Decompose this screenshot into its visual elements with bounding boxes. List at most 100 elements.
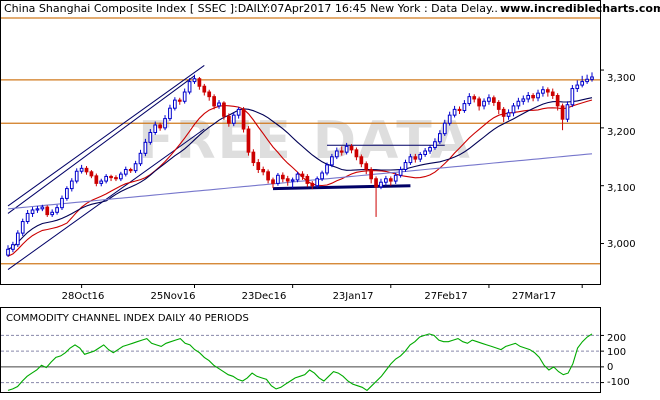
candle-body	[168, 107, 172, 120]
candle	[580, 75, 585, 88]
moving-average-ma_long	[7, 153, 593, 210]
candle	[565, 101, 570, 123]
candle	[119, 171, 123, 182]
candle-body	[403, 162, 408, 171]
candle	[202, 83, 207, 96]
candle-body	[163, 118, 167, 129]
moving-average-ma_mid	[7, 97, 593, 250]
candle	[511, 103, 516, 117]
candle-body	[202, 85, 207, 93]
candle	[11, 241, 15, 253]
candle	[555, 93, 560, 111]
candle	[482, 98, 486, 110]
candle	[374, 176, 378, 217]
candle-body	[315, 178, 320, 187]
candle-body	[6, 248, 10, 256]
candle	[89, 170, 94, 179]
candle	[393, 172, 398, 184]
candle-body	[536, 92, 540, 99]
candle	[148, 129, 153, 145]
candle	[177, 97, 182, 105]
candle-body	[177, 99, 182, 102]
candle-body	[467, 96, 472, 105]
price-panel-frame	[0, 0, 601, 285]
candle-body	[477, 98, 481, 107]
candle	[192, 74, 197, 84]
candle-body	[330, 156, 334, 166]
candle	[163, 115, 167, 131]
candle-body	[40, 206, 45, 210]
candle-body	[109, 175, 113, 179]
candle	[462, 100, 467, 113]
candle-body	[192, 78, 197, 83]
moving-average-ma_short	[7, 99, 593, 257]
horizontal-levels	[1, 17, 600, 265]
candle	[60, 195, 64, 210]
candle-body	[511, 105, 516, 114]
x-tick-label: 23Jan17	[333, 291, 374, 302]
cci-y-tick-label: 0	[607, 362, 613, 373]
candle-body	[114, 177, 118, 180]
candle	[305, 174, 310, 187]
candle	[408, 153, 413, 165]
candle	[104, 174, 109, 184]
candle	[398, 166, 403, 178]
candle	[197, 76, 202, 90]
candle-body	[550, 91, 555, 96]
channel-upper-line	[7, 65, 205, 207]
candle	[271, 177, 275, 189]
candle-body	[173, 99, 177, 109]
candle	[128, 167, 133, 173]
candle	[403, 159, 408, 172]
candle	[300, 171, 305, 180]
candle	[467, 93, 472, 106]
candle	[50, 209, 55, 217]
candle-body	[295, 173, 300, 181]
candle	[506, 109, 511, 120]
candle	[143, 138, 148, 157]
x-tick-label: 28Oct16	[62, 291, 105, 302]
candle	[384, 175, 388, 186]
candle	[55, 204, 59, 215]
candle-body	[555, 94, 560, 107]
candle-body	[241, 108, 246, 130]
candle	[158, 122, 162, 131]
candle	[320, 170, 324, 182]
candle	[428, 145, 432, 154]
candle-body	[30, 209, 35, 214]
candle-body	[212, 96, 216, 107]
candle	[74, 168, 79, 184]
candle-body	[15, 232, 20, 246]
cci-y-tick-label: -100	[607, 377, 630, 388]
candle	[413, 153, 418, 163]
candle-body	[423, 150, 427, 155]
candle-body	[339, 150, 344, 153]
moving-averages	[7, 97, 593, 257]
candle-body	[11, 244, 15, 250]
candle-body	[349, 145, 354, 151]
candle-body	[491, 97, 496, 103]
candle	[99, 178, 104, 187]
candle-body	[60, 197, 64, 209]
candle	[217, 100, 221, 109]
candle-body	[35, 208, 40, 211]
candle-body	[516, 100, 521, 107]
candle	[236, 107, 241, 119]
candle-body	[398, 169, 403, 176]
candle	[570, 85, 575, 108]
y-tick-label: 3,100	[607, 183, 636, 194]
candle-body	[565, 104, 570, 120]
candle-body	[545, 89, 550, 93]
chart-title: China Shanghai Composite Index [ SSEC ]:…	[4, 2, 498, 15]
candle-body	[388, 178, 393, 182]
candle	[369, 167, 374, 184]
cci-line	[7, 333, 593, 392]
candle-body	[560, 105, 565, 120]
candle-body	[158, 124, 162, 129]
candle	[241, 107, 246, 133]
candle	[79, 164, 84, 174]
candle-body	[364, 163, 369, 171]
candle	[487, 94, 491, 105]
candle	[261, 166, 266, 176]
